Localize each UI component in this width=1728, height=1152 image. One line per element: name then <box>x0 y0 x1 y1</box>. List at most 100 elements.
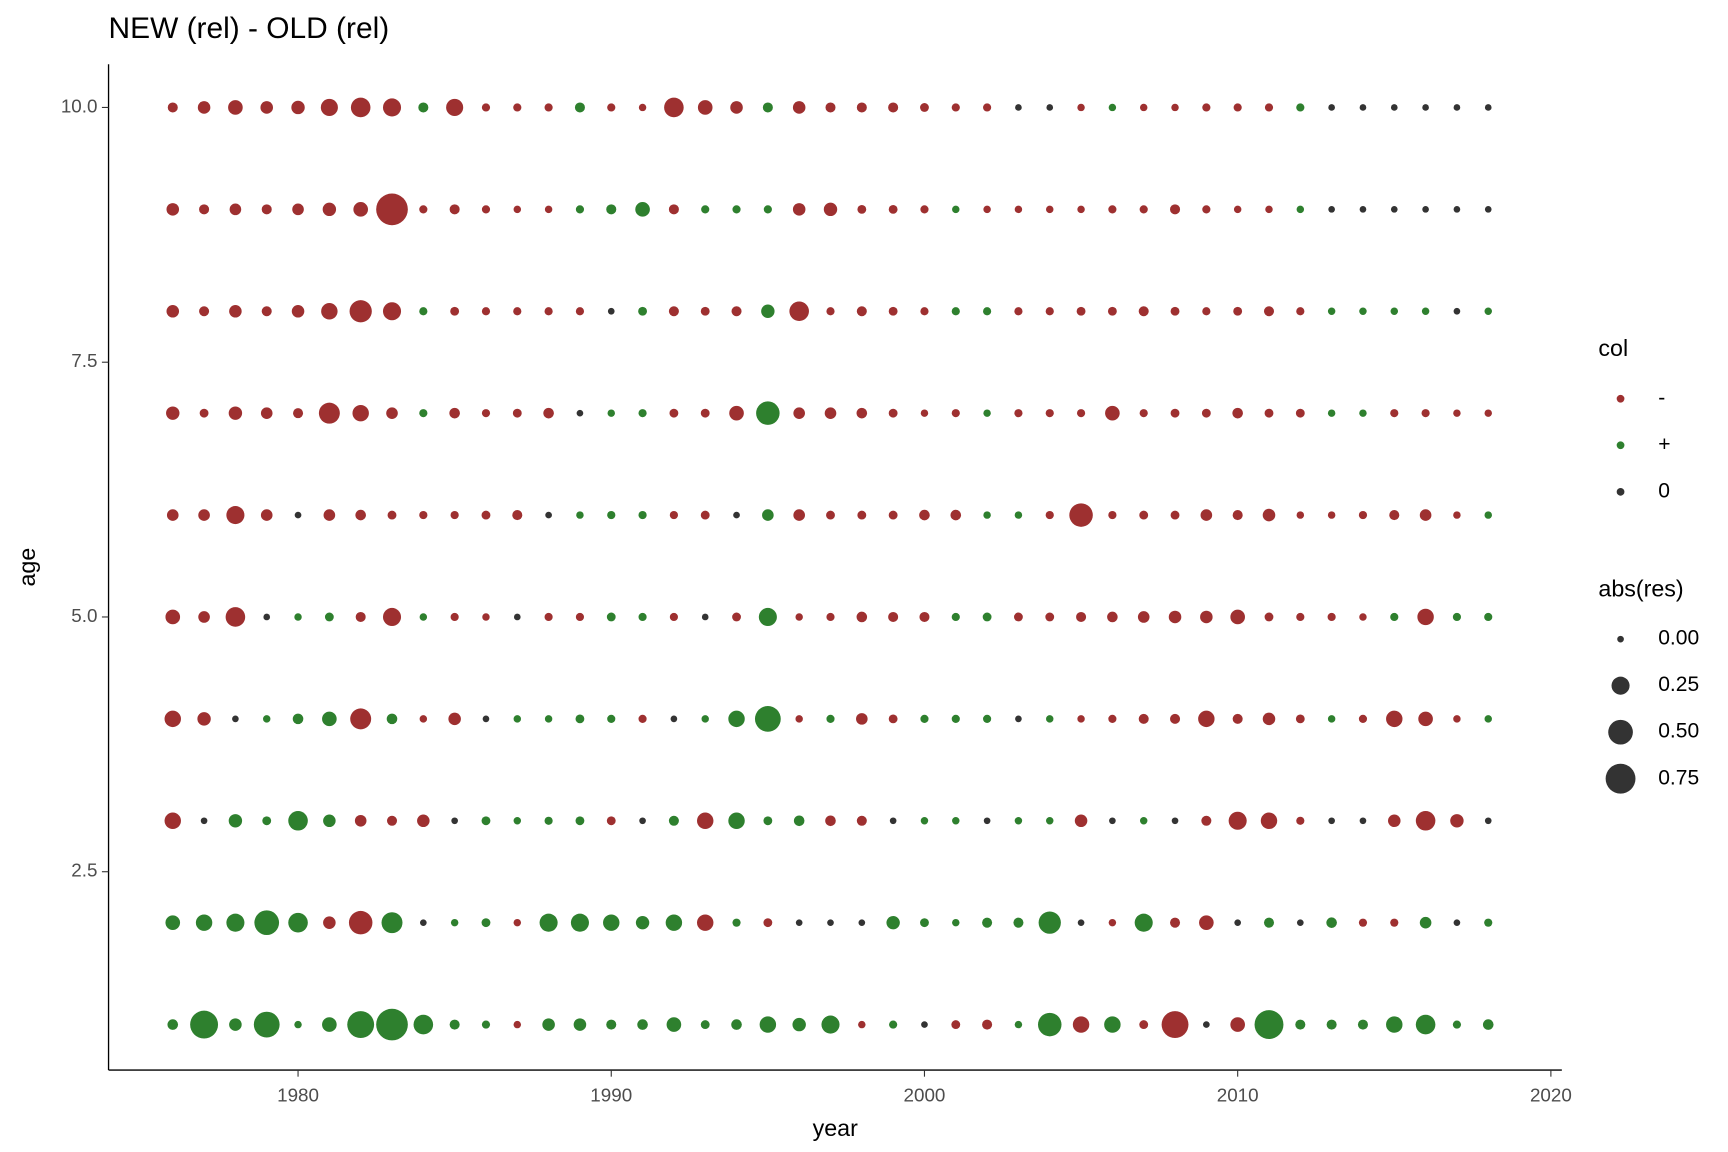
point <box>1232 713 1243 724</box>
point <box>1453 409 1461 417</box>
point <box>1359 817 1367 825</box>
point <box>1138 713 1149 724</box>
point <box>1200 610 1213 624</box>
point <box>983 205 991 214</box>
point <box>1076 611 1087 622</box>
point <box>1014 612 1023 622</box>
point <box>951 714 960 723</box>
point <box>888 611 899 622</box>
point <box>1327 409 1336 417</box>
point <box>1232 510 1243 521</box>
point <box>1263 917 1275 928</box>
point <box>293 408 304 419</box>
point <box>1296 919 1304 927</box>
point <box>1198 710 1215 728</box>
point <box>952 817 960 825</box>
point <box>512 408 522 418</box>
point <box>607 307 615 315</box>
point <box>793 815 805 827</box>
point <box>228 814 243 828</box>
point <box>670 715 678 723</box>
point <box>1230 1017 1245 1032</box>
point <box>573 1018 587 1031</box>
legend-key <box>1616 441 1625 450</box>
point <box>1171 103 1179 112</box>
point <box>754 705 781 732</box>
point <box>889 817 897 825</box>
point <box>1170 204 1181 215</box>
chart-title: NEW (rel) - OLD (rel) <box>109 12 390 45</box>
point <box>1296 816 1305 825</box>
point <box>513 918 522 927</box>
point <box>232 715 239 723</box>
point <box>1104 1016 1121 1033</box>
point <box>353 202 368 217</box>
point <box>858 1020 866 1029</box>
point <box>575 714 585 724</box>
point <box>481 1020 491 1029</box>
point <box>1108 205 1117 214</box>
point <box>1484 104 1492 111</box>
point <box>1108 510 1117 520</box>
point <box>1046 104 1054 111</box>
point <box>576 409 584 417</box>
point <box>419 307 428 316</box>
point <box>449 204 460 215</box>
point <box>857 204 867 214</box>
point <box>1359 206 1367 213</box>
point <box>952 205 960 214</box>
point <box>826 307 835 316</box>
point <box>166 203 180 216</box>
point <box>1161 1011 1189 1039</box>
point <box>1076 306 1086 316</box>
point <box>1260 812 1278 829</box>
point <box>322 1017 337 1032</box>
point <box>1415 810 1436 831</box>
point <box>1419 916 1432 929</box>
point <box>606 204 617 215</box>
point <box>1077 715 1085 723</box>
point <box>664 97 684 118</box>
point <box>291 304 305 318</box>
point <box>481 103 491 112</box>
point <box>1168 610 1182 624</box>
point <box>544 715 553 723</box>
point <box>1484 817 1492 825</box>
point <box>1170 306 1180 316</box>
point <box>387 510 397 520</box>
point <box>320 98 338 117</box>
x-tick-label: 1990 <box>590 1085 632 1106</box>
x-tick-label: 1980 <box>277 1085 319 1106</box>
point <box>1014 409 1023 418</box>
point <box>825 815 836 827</box>
point <box>513 817 522 825</box>
point <box>1390 409 1399 418</box>
point <box>1359 307 1367 315</box>
point <box>731 1019 742 1030</box>
point <box>638 103 647 112</box>
point <box>919 611 930 622</box>
point <box>920 409 929 417</box>
point <box>570 913 589 932</box>
point <box>449 1019 460 1030</box>
x-tick-label: 2020 <box>1530 1085 1572 1106</box>
legend-title: col <box>1598 335 1628 361</box>
point <box>1386 1016 1403 1033</box>
point <box>322 711 337 727</box>
point <box>1326 917 1337 928</box>
point <box>697 914 714 931</box>
point <box>1357 1019 1368 1030</box>
point <box>759 1016 777 1033</box>
point <box>294 511 302 519</box>
point <box>920 103 929 112</box>
point <box>1450 814 1464 828</box>
point <box>728 710 745 728</box>
point <box>1108 103 1117 112</box>
point <box>376 193 408 226</box>
point <box>1072 1016 1090 1033</box>
point <box>481 205 491 214</box>
point <box>697 812 714 829</box>
point <box>513 1020 522 1029</box>
point <box>229 203 242 216</box>
